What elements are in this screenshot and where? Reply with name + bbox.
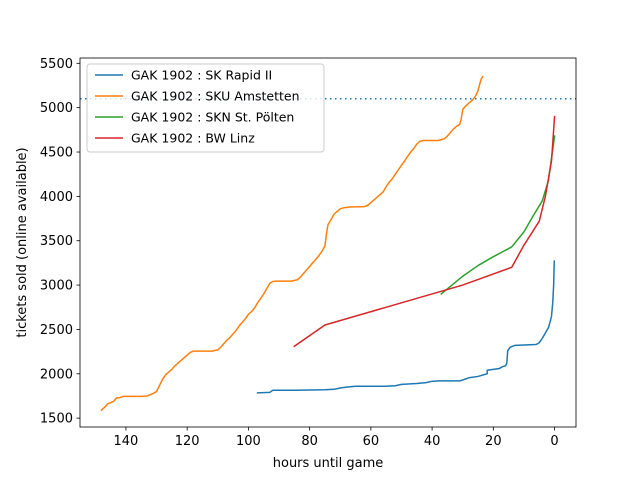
series-line-2 <box>100 75 484 412</box>
series-layer <box>100 75 556 412</box>
series-line-1 <box>256 260 556 394</box>
legend-label-2: GAK 1902 : SKU Amstetten <box>131 89 300 104</box>
x-tick-label: 100 <box>236 434 261 449</box>
y-tick-label: 5000 <box>40 101 73 116</box>
series-line-4 <box>293 115 556 348</box>
legend-label-4: GAK 1902 : BW Linz <box>131 131 255 146</box>
axes-layer: 140 120 100 80 60 40 20 0 1500 2000 2500 3000 3500 40… <box>40 57 577 449</box>
y-tick-label: 1500 <box>40 412 73 427</box>
x-tick-label: 140 <box>114 434 139 449</box>
y-tick-label: 4500 <box>40 146 73 161</box>
x-tick-label: 0 <box>550 434 558 449</box>
legend-label-1: GAK 1902 : SK Rapid II <box>131 68 272 83</box>
y-axis-label: tickets sold (online available) <box>15 147 30 337</box>
y-tick-label: 2000 <box>40 367 73 382</box>
axes-frame <box>79 57 577 428</box>
legend: GAK 1902 : SK Rapid II GAK 1902 : SKU Ams… <box>86 63 325 153</box>
y-tick-label: 3500 <box>40 234 73 249</box>
x-tick-label: 80 <box>301 434 318 449</box>
legend-label-3: GAK 1902 : SKN St. Pölten <box>131 110 294 125</box>
x-axis-label: hours until game <box>273 456 384 471</box>
series-line-3 <box>440 135 556 296</box>
x-tick-label: 20 <box>485 434 502 449</box>
legend-box <box>86 63 325 153</box>
y-tick-label: 2500 <box>40 323 73 338</box>
y-tick-label: 5500 <box>40 57 73 72</box>
x-tick-label: 60 <box>363 434 380 449</box>
x-tick-label: 120 <box>175 434 200 449</box>
x-tick-label: 40 <box>424 434 441 449</box>
y-tick-label: 3000 <box>40 279 73 294</box>
y-tick-label: 4000 <box>40 190 73 205</box>
